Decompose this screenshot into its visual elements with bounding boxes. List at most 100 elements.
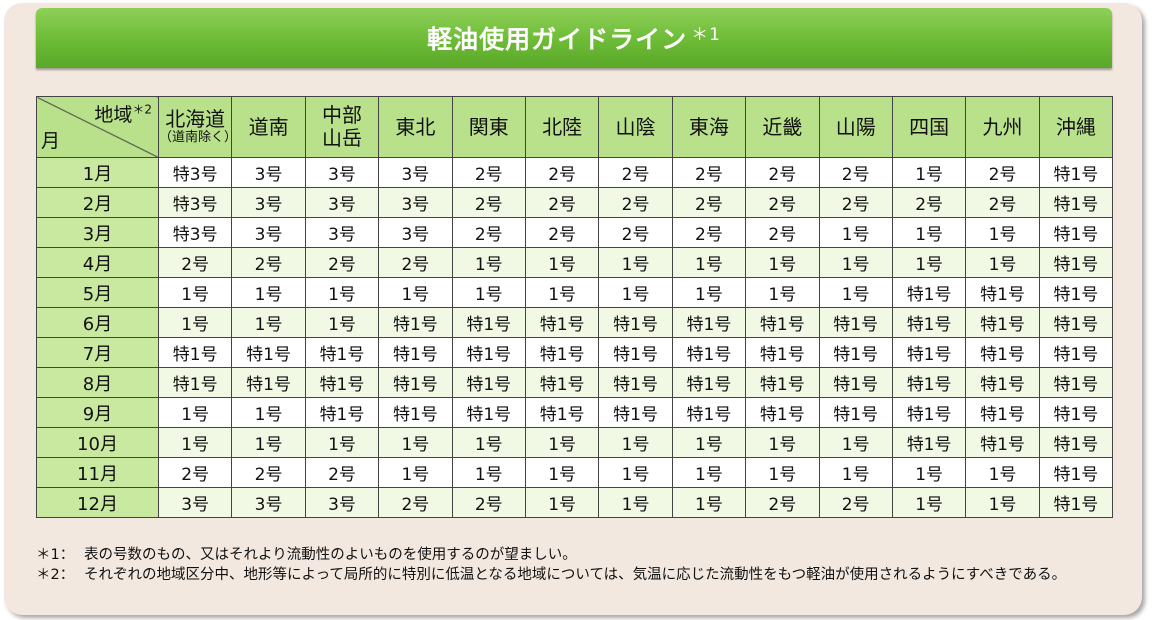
grade-cell: 特1号	[157, 367, 233, 398]
grade-cell: 2号	[671, 217, 747, 248]
region-name: 沖縄	[1055, 114, 1096, 139]
table-row: 3月 特3号 3号 3号 3号 2号 2号 2号 2号 2号 1号 1号 1号 特1号	[36, 217, 1114, 248]
grade-cell: 1号	[598, 487, 673, 518]
grade-cell: 3号	[378, 187, 453, 218]
grade-cell: 特1号	[451, 367, 526, 398]
grade-cell: 2号	[965, 187, 1040, 218]
grade-cell: 特1号	[818, 337, 893, 368]
grade-cell: 2号	[231, 457, 306, 488]
grade-cell: 特1号	[891, 367, 967, 398]
region-name: 北海道	[165, 107, 226, 132]
grade-cell: 特1号	[378, 397, 453, 428]
grade-cell: 1号	[451, 277, 526, 308]
grade-cell: 1号	[231, 427, 306, 458]
footnote-1: ＊1： 表の号数のもの、又はそれより流動性のよいものを使用するのが望ましい。	[36, 545, 1126, 565]
region-header: 九州	[965, 96, 1040, 158]
grade-cell: 特1号	[524, 307, 600, 338]
grade-cell: 特1号	[891, 277, 967, 308]
grade-cell: 1号	[891, 457, 967, 488]
grade-cell: 1号	[891, 157, 967, 188]
footnote-1-text: 表の号数のもの、又はそれより流動性のよいものを使用するのが望ましい。	[84, 547, 577, 563]
grade-cell: 1号	[671, 277, 747, 308]
grade-cell: 1号	[524, 277, 600, 308]
month-cell: 10月	[36, 427, 159, 458]
grade-cell: 2号	[818, 487, 893, 518]
grade-cell: 1号	[818, 457, 893, 488]
table-row: 10月 1号 1号 1号 1号 1号 1号 1号 1号 1号 1号 特1号 特1号 特1号	[36, 427, 1114, 458]
grade-cell: 特1号	[598, 367, 673, 398]
grade-cell: 2号	[378, 247, 453, 278]
table-row: 4月 2号 2号 2号 2号 1号 1号 1号 1号 1号 1号 1号 1号 特1号	[36, 247, 1114, 278]
table-body: 1月 特3号 3号 3号 3号 2号 2号 2号 2号 2号 2号 1号 2号 特1号 2月 特3号 3号 3号 3…	[36, 157, 1114, 518]
grade-cell: 3号	[304, 487, 380, 518]
grade-cell: 1号	[157, 397, 233, 428]
grade-cell: 特1号	[965, 427, 1040, 458]
grade-cell: 3号	[378, 157, 453, 188]
grade-cell: 1号	[524, 487, 600, 518]
region-name: 近畿	[762, 114, 803, 139]
grade-cell: 3号	[157, 487, 233, 518]
grade-cell: 1号	[745, 457, 820, 488]
grade-cell: 特1号	[745, 307, 820, 338]
grade-cell: 特1号	[524, 337, 600, 368]
grade-cell: 1号	[891, 247, 967, 278]
grade-cell: 1号	[157, 277, 233, 308]
region-header: 北海道 （道南除く）	[157, 96, 238, 158]
grade-cell: 特1号	[157, 337, 233, 368]
grade-cell: 1号	[671, 247, 747, 278]
grade-cell: 2号	[157, 247, 233, 278]
grade-cell: 特1号	[304, 397, 380, 428]
title-banner: 軽油使用ガイドライン ＊1	[36, 8, 1112, 68]
grade-cell: 1号	[598, 247, 673, 278]
grade-cell: 1号	[598, 277, 673, 308]
grade-cell: 特1号	[1038, 187, 1114, 218]
grade-cell: 1号	[745, 247, 820, 278]
grade-cell: 1号	[745, 277, 820, 308]
region-name: 道南	[248, 114, 289, 139]
grade-cell: 特1号	[818, 367, 893, 398]
region-header: 中部山岳	[304, 96, 380, 158]
grade-cell: 特1号	[891, 337, 967, 368]
month-cell: 2月	[36, 187, 159, 218]
grade-cell: 特1号	[1038, 487, 1114, 518]
grade-cell: 特1号	[598, 397, 673, 428]
corner-region-text: 地域	[94, 104, 133, 126]
grade-cell: 1号	[891, 217, 967, 248]
grade-cell: 2号	[818, 157, 893, 188]
region-header: 関東	[451, 96, 526, 158]
grade-cell: 特1号	[598, 307, 673, 338]
grade-cell: 特1号	[378, 337, 453, 368]
region-name: 九州	[982, 114, 1023, 139]
grade-cell: 特1号	[304, 367, 380, 398]
grade-cell: 1号	[598, 427, 673, 458]
grade-cell: 特1号	[1038, 457, 1114, 488]
grade-cell: 2号	[157, 457, 233, 488]
grade-cell: 特1号	[1038, 247, 1114, 278]
month-cell: 8月	[36, 367, 159, 398]
grade-cell: 特1号	[818, 307, 893, 338]
grade-cell: 特1号	[451, 397, 526, 428]
table-row: 5月 1号 1号 1号 1号 1号 1号 1号 1号 1号 1号 特1号 特1号 特1号	[36, 277, 1114, 308]
corner-month-label: 月	[41, 130, 61, 152]
grade-cell: 1号	[965, 457, 1040, 488]
grade-cell: 1号	[157, 307, 233, 338]
grade-cell: 1号	[598, 457, 673, 488]
region-header: 道南	[231, 96, 306, 158]
grade-cell: 1号	[378, 277, 453, 308]
grade-cell: 1号	[671, 457, 747, 488]
grade-cell: 特1号	[524, 367, 600, 398]
region-subnote: （道南除く）	[159, 130, 238, 146]
region-name: 東北	[395, 114, 436, 139]
grade-cell: 1号	[524, 427, 600, 458]
grade-cell: 2号	[965, 157, 1040, 188]
fuel-guideline-table: 地域＊2 月 北海道 （道南除く） 道南 中部山岳 東北 関東 北陸 山陰 東海 近畿 山陽 四国 九州…	[36, 96, 1114, 518]
grade-cell: 特1号	[671, 397, 747, 428]
corner-region-label: 地域＊2	[94, 100, 152, 127]
month-cell: 11月	[36, 457, 159, 488]
grade-cell: 特1号	[745, 337, 820, 368]
region-header: 東海	[671, 96, 747, 158]
grade-cell: 特1号	[671, 337, 747, 368]
grade-cell: 特1号	[891, 307, 967, 338]
grade-cell: 3号	[378, 217, 453, 248]
grade-cell: 特1号	[965, 397, 1040, 428]
